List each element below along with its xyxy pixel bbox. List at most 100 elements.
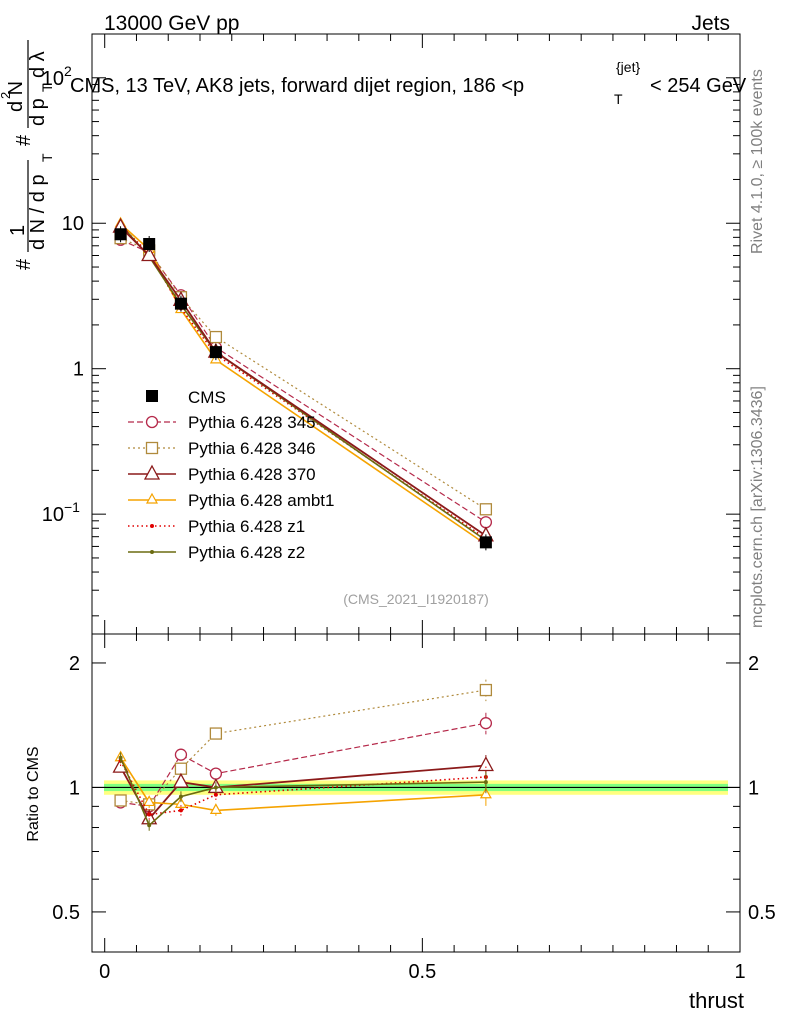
ratio-point-p346 [174, 762, 188, 775]
ratio-axis-ticks [92, 634, 741, 953]
ratio-y-tick-labels: 2 1 0.5 2 1 0.5 [52, 653, 776, 924]
ratio-point-p345 [174, 748, 188, 761]
legend-marker-370 [143, 464, 161, 480]
ratio-series-z2 [118, 752, 488, 831]
y-tick-label-0p1: 10 [42, 504, 64, 526]
ratio-x-tick-labels: 0 0.5 1 [99, 961, 745, 983]
ratio-point-p370 [172, 772, 190, 788]
plot-title-superscript: {jet} [616, 59, 640, 75]
ratio-point-z2 [178, 794, 183, 799]
plot-title: CMS, 13 TeV, AK8 jets, forward dijet reg… [70, 59, 747, 107]
y-label-hash: # [13, 258, 35, 270]
ratio-y-axis-label: Ratio to CMS [25, 746, 42, 841]
y-tick-label-100: 10 [42, 68, 64, 90]
legend: CMS Pythia 6.428 345 Pythia 6.428 346 Py… [128, 388, 334, 562]
main-point-p370 [141, 246, 158, 262]
x-tick-label-1: 1 [734, 961, 745, 983]
ratio-point-p345 [479, 717, 493, 730]
legend-marker-346 [145, 441, 159, 455]
rivet-label: Rivet 4.1.0, ≥ 100k events [749, 69, 766, 254]
main-y-axis-label: # 1 d N / d p T # d N 2 d p T d λ [0, 40, 55, 270]
y-label-one: 1 [7, 225, 29, 236]
ratio-point-z1 [147, 812, 152, 817]
ratio-point-ambt1 [209, 803, 222, 815]
ratio-y-tick-label-1: 1 [69, 777, 80, 799]
ratio-y-tick-label-1-right: 1 [748, 777, 759, 799]
legend-label-cms: CMS [188, 388, 226, 407]
ratio-series-ambt1 [114, 750, 492, 816]
main-point-CMS [209, 346, 222, 359]
x-axis-label: thrust [689, 988, 744, 1013]
ratio-y-tick-label-0p5-right: 0.5 [748, 902, 776, 924]
legend-entry-z2: Pythia 6.428 z2 [128, 543, 305, 562]
main-series-CMS [114, 226, 492, 551]
ratio-point-ambt1 [174, 797, 187, 808]
y-tick-label-1: 1 [73, 359, 84, 381]
legend-entry-345: Pythia 6.428 345 [128, 413, 316, 432]
main-line-p370 [119, 226, 487, 537]
ratio-y-tick-label-0p5: 0.5 [52, 902, 80, 924]
y-label-num: d N [5, 81, 27, 112]
ratio-point-ambt1 [479, 787, 492, 799]
y-label-subT2: T [39, 83, 55, 92]
ratio-point-z2 [213, 785, 218, 790]
y-label-subT: T [39, 153, 55, 162]
legend-marker-ambt1 [145, 492, 159, 504]
legend-label-345: Pythia 6.428 345 [188, 413, 316, 432]
legend-entry-370: Pythia 6.428 370 [128, 464, 316, 484]
y-tick-label-10: 10 [62, 213, 84, 235]
main-y-tick-labels: 10 1 10 −1 10 2 [42, 63, 84, 526]
analysis-id: (CMS_2021_I1920187) [343, 591, 489, 607]
main-point-p345 [479, 516, 493, 529]
legend-entry-z1: Pythia 6.428 z1 [128, 517, 305, 536]
ratio-point-z2 [118, 755, 123, 760]
ratio-line-p345 [120, 722, 486, 808]
ratio-point-z2 [483, 780, 488, 785]
ratio-point-p346 [479, 683, 493, 697]
y-label-hash2: # [13, 134, 35, 146]
legend-entry-346: Pythia 6.428 346 [128, 439, 316, 458]
ratio-point-p345 [209, 767, 223, 780]
energy-label: 13000 GeV pp [104, 12, 239, 35]
legend-label-z2: Pythia 6.428 z2 [188, 543, 305, 562]
main-axis-ticks [92, 33, 741, 634]
main-series-group [112, 216, 494, 551]
y-tick-exponent-2: 2 [64, 63, 72, 79]
ratio-point-z2 [147, 823, 152, 828]
y-label-den: d N / d p [27, 174, 49, 250]
y-label-sup2: 2 [0, 92, 13, 99]
x-tick-label-0: 0 [99, 961, 110, 983]
main-point-CMS [479, 536, 492, 549]
legend-label-370: Pythia 6.428 370 [188, 465, 316, 484]
ratio-point-p370 [477, 756, 494, 772]
y-label-dl: d λ [27, 51, 49, 78]
ratio-point-p346 [114, 794, 127, 807]
ratio-point-p346 [209, 727, 223, 740]
plot-title-subscript: T [614, 91, 623, 107]
legend-label-346: Pythia 6.428 346 [188, 439, 316, 458]
ratio-point-z1 [213, 792, 218, 797]
plot-title-tail: < 254 GeV [650, 75, 747, 97]
ratio-point-z1 [178, 808, 183, 813]
ratio-y-tick-label-2: 2 [69, 653, 80, 675]
legend-label-z1: Pythia 6.428 z1 [188, 517, 305, 536]
y-label-den2: d p [27, 98, 49, 126]
main-point-CMS [174, 297, 187, 310]
ratio-series-group [112, 679, 494, 831]
main-point-p346 [479, 503, 493, 516]
main-line-z1 [120, 225, 487, 540]
ratio-point-ambt1 [143, 795, 156, 807]
legend-entry-ambt1: Pythia 6.428 ambt1 [128, 491, 334, 510]
legend-marker-345 [145, 415, 159, 429]
mcplots-label: mcplots.cern.ch [arXiv:1306.3436] [749, 386, 766, 628]
legend-marker-z2 [150, 550, 154, 554]
main-point-CMS [114, 228, 127, 241]
y-tick-exponent-minus1: −1 [64, 499, 80, 515]
legend-marker-cms [146, 390, 158, 402]
x-tick-label-0p5: 0.5 [408, 961, 436, 983]
ratio-line-z1 [119, 760, 486, 816]
legend-entry-cms: CMS [146, 388, 226, 407]
main-point-p346 [209, 330, 223, 344]
legend-marker-z1 [150, 524, 154, 528]
